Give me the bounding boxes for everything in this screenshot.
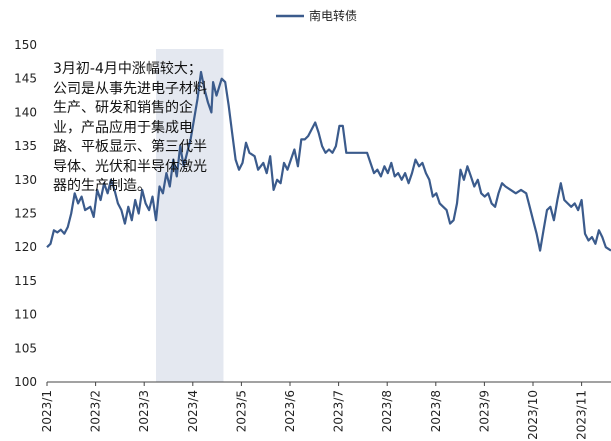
x-tick-label: 2023/6 bbox=[283, 390, 297, 432]
y-tick-label: 140 bbox=[14, 105, 37, 119]
y-tick-label: 115 bbox=[14, 274, 37, 288]
legend: 南电转债 bbox=[276, 8, 357, 23]
y-tick-label: 100 bbox=[14, 375, 37, 389]
x-tick-label: 2023/9 bbox=[477, 390, 491, 432]
y-tick-label: 120 bbox=[14, 240, 37, 254]
x-tick-label: 2023/4 bbox=[186, 390, 200, 432]
y-tick-label: 130 bbox=[14, 173, 37, 187]
x-tick-label: 2023/2 bbox=[89, 390, 103, 432]
y-tick-label: 105 bbox=[14, 341, 37, 355]
x-tick-label: 2023/5 bbox=[234, 390, 248, 432]
y-tick-label: 145 bbox=[14, 72, 37, 86]
y-tick-label: 125 bbox=[14, 207, 37, 221]
series-line-nandian bbox=[46, 70, 611, 252]
legend-label: 南电转债 bbox=[309, 8, 357, 23]
x-axis: 2023/1 2023/2 2023/3 2023/4 2023/5 2023/6 2023… bbox=[40, 382, 589, 440]
x-tick-label: 2023/3 bbox=[137, 390, 151, 432]
x-tick-label: 2023/8 bbox=[380, 390, 394, 432]
y-tick-label: 135 bbox=[14, 139, 37, 153]
x-tick-label: 2023/7 bbox=[332, 390, 346, 432]
y-axis: 100 105 110 115 120 125 130 135 140 145 150 bbox=[14, 38, 37, 389]
y-tick-label: 110 bbox=[14, 308, 37, 322]
x-tick-label: 2023/10 bbox=[526, 390, 540, 440]
y-tick-label: 150 bbox=[14, 38, 37, 52]
x-tick-label: 2023/8 bbox=[429, 390, 443, 432]
annotation-text: 3月初-4月中涨幅较大；公司是从事先进电子材料生产、研发和销售的企业，产品应用于… bbox=[53, 61, 207, 194]
x-tick-label: 2023/11 bbox=[575, 390, 589, 440]
x-tick-label: 2023/1 bbox=[40, 390, 54, 432]
